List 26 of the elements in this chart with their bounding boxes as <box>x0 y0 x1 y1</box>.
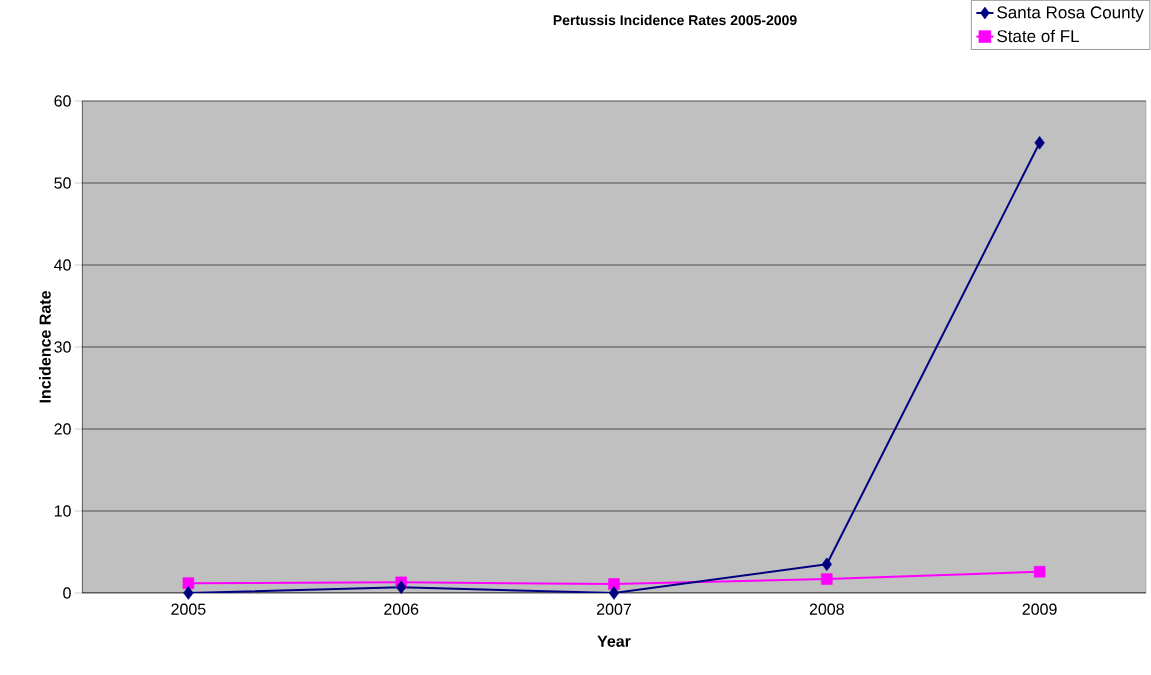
chart-title: Pertussis Incidence Rates 2005-2009 <box>553 14 797 26</box>
legend-label: Santa Rosa County <box>997 6 1144 22</box>
x-axis-title: Year <box>597 635 631 647</box>
y-tick-label: 10 <box>54 505 71 517</box>
point <box>1033 565 1046 578</box>
legend-label: State of FL <box>997 29 1080 43</box>
x-tick-label: 2005 <box>171 603 206 615</box>
x-tick-label: 2007 <box>597 603 631 615</box>
y-tick-label: 50 <box>54 177 71 189</box>
point <box>821 557 832 572</box>
x-tick-label: 2006 <box>384 603 419 615</box>
point <box>396 580 407 595</box>
y-axis-title: Incidence Rate <box>39 291 51 403</box>
x-tick-label: 2008 <box>809 603 844 615</box>
y-tick-label: 60 <box>54 95 71 107</box>
y-tick-label: 40 <box>54 259 71 271</box>
point <box>608 586 620 600</box>
y-tick-label: 0 <box>63 587 71 599</box>
y-tick-label: 30 <box>54 341 71 353</box>
point <box>821 573 833 585</box>
point <box>608 578 620 590</box>
point <box>1034 136 1045 150</box>
x-tick-label: 2009 <box>1022 603 1057 615</box>
point <box>183 586 194 600</box>
point <box>182 577 195 589</box>
y-tick-label: 20 <box>54 423 71 435</box>
